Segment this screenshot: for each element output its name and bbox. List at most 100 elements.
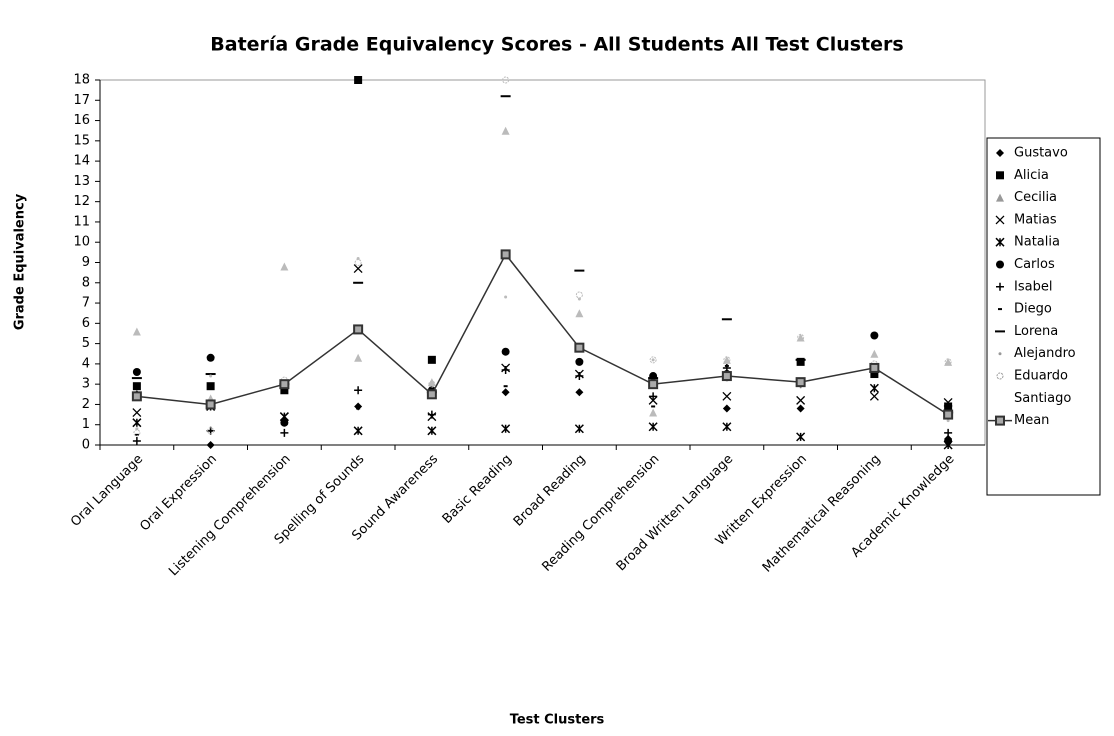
- point: [574, 342, 585, 353]
- x-tick-label: Broad Reading: [511, 452, 589, 530]
- point: [354, 386, 363, 395]
- point: [207, 427, 215, 435]
- legend-marker: [996, 193, 1004, 202]
- point: [132, 368, 141, 376]
- legend-label: Alejandro: [1014, 346, 1076, 361]
- point: [132, 436, 141, 445]
- point: [354, 259, 362, 266]
- y-tick-label: 1: [82, 417, 90, 432]
- y-tick-label: 12: [73, 194, 90, 209]
- point: [501, 365, 510, 374]
- point: [944, 358, 952, 366]
- point: [504, 295, 508, 299]
- legend-marker: [995, 415, 1005, 426]
- legend-marker: [998, 352, 1002, 356]
- point: [354, 76, 363, 84]
- point: [943, 409, 954, 420]
- legend-marker: [996, 260, 1004, 269]
- point: [501, 388, 510, 397]
- point: [427, 410, 436, 419]
- point: [575, 357, 584, 366]
- point: [575, 309, 584, 318]
- y-tick-label: 14: [73, 154, 90, 169]
- legend-marker: [995, 237, 1005, 247]
- point: [722, 391, 732, 401]
- y-tick-label: 17: [73, 93, 90, 108]
- point: [133, 429, 141, 437]
- point: [206, 353, 215, 362]
- point: [501, 424, 511, 434]
- y-tick-label: 16: [73, 113, 90, 128]
- y-tick-label: 0: [82, 438, 90, 453]
- legend-label: Eduardo: [1014, 369, 1068, 384]
- point: [280, 386, 289, 395]
- y-tick-label: 13: [73, 174, 90, 189]
- point: [209, 374, 213, 378]
- point: [649, 356, 657, 364]
- point: [944, 436, 953, 445]
- point: [797, 334, 805, 342]
- point: [796, 404, 805, 413]
- legend-label: Lorena: [1014, 324, 1058, 339]
- point: [796, 357, 805, 366]
- legend-label: Santiago: [1014, 391, 1071, 406]
- legend-label: Isabel: [1014, 279, 1052, 294]
- point: [280, 428, 289, 437]
- x-axis-title: Test Clusters: [510, 713, 605, 728]
- y-axis-title: Grade Equivalency: [13, 193, 28, 330]
- point: [353, 324, 364, 335]
- legend-label: Mean: [1014, 413, 1049, 428]
- legend-label: Alicia: [1014, 168, 1049, 183]
- y-tick-label: 5: [82, 336, 90, 351]
- y-tick-label: 18: [73, 73, 90, 88]
- point: [944, 402, 953, 411]
- point: [353, 426, 363, 436]
- y-tick-label: 4: [82, 356, 90, 371]
- legend-marker: [996, 372, 1004, 380]
- point: [649, 408, 658, 417]
- point: [501, 126, 510, 135]
- point: [648, 422, 658, 432]
- point: [721, 371, 732, 382]
- point: [427, 426, 437, 436]
- point: [131, 391, 142, 402]
- legend-label: Carlos: [1014, 257, 1055, 272]
- point: [427, 378, 436, 387]
- chart-title: Batería Grade Equivalency Scores - All S…: [210, 34, 903, 56]
- y-tick-label: 9: [82, 255, 90, 270]
- y-tick-label: 8: [82, 275, 90, 290]
- legend-marker: [996, 149, 1004, 157]
- point: [502, 76, 510, 84]
- point: [870, 331, 879, 340]
- point: [210, 414, 212, 416]
- legend-label: Matias: [1014, 212, 1057, 227]
- point: [795, 377, 806, 388]
- legend: [986, 137, 1101, 496]
- x-tick-label: Oral Expression: [137, 452, 220, 535]
- point: [206, 441, 215, 449]
- point: [132, 418, 142, 428]
- legend-label: Gustavo: [1014, 146, 1068, 161]
- point: [205, 399, 216, 410]
- mean-line: [136, 253, 949, 416]
- point: [869, 383, 879, 393]
- point: [280, 418, 289, 427]
- plot-area: [99, 79, 986, 446]
- point: [426, 389, 437, 400]
- point: [796, 432, 806, 442]
- point: [648, 395, 658, 405]
- point: [132, 327, 141, 336]
- legend-label: Diego: [1014, 302, 1052, 317]
- point: [870, 370, 879, 379]
- point: [943, 397, 953, 407]
- y-tick-label: 7: [82, 296, 90, 311]
- x-tick-label: Basic Reading: [440, 452, 515, 527]
- point: [575, 291, 583, 299]
- point: [869, 391, 879, 401]
- y-tick-label: 2: [82, 397, 90, 412]
- point: [649, 392, 658, 401]
- point: [428, 380, 436, 388]
- point: [279, 379, 290, 390]
- point: [430, 382, 434, 386]
